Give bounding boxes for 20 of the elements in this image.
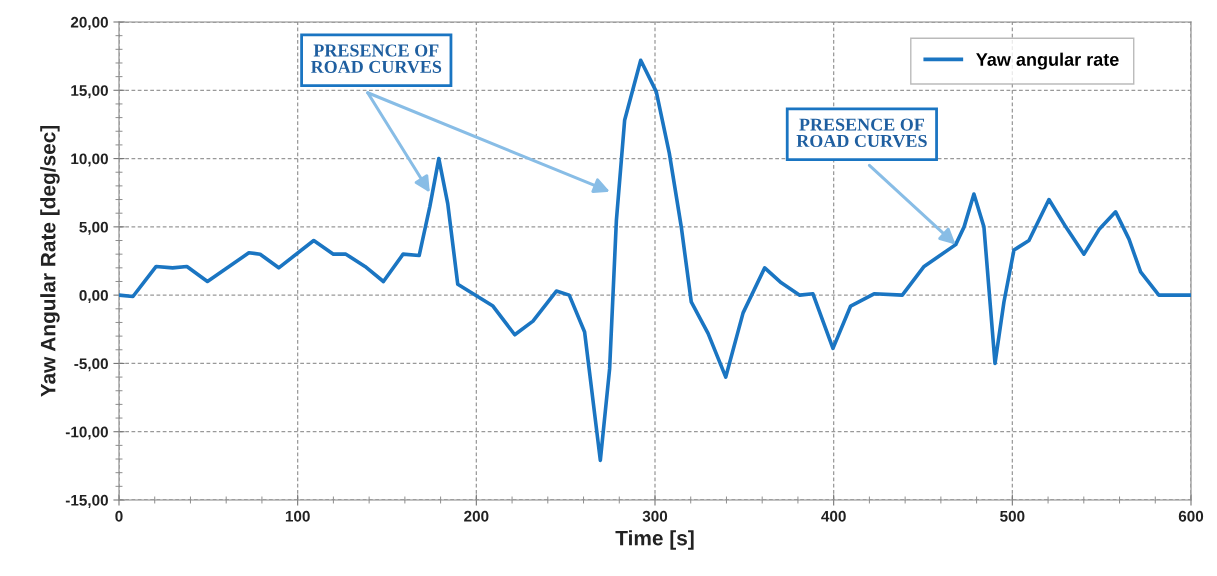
x-tick-label: 100 — [285, 510, 310, 522]
y-axis-title: Yaw Angular Rate [deg/sec] — [40, 125, 60, 397]
legend-label: Yaw angular rate — [976, 52, 1119, 70]
y-tick-label: 15,00 — [71, 85, 108, 99]
x-tick-label: 200 — [464, 510, 489, 522]
x-axis-title: Time [s] — [615, 530, 694, 550]
x-tick-label: 500 — [1000, 510, 1025, 522]
x-tick-label: 600 — [1178, 510, 1204, 522]
annotation: PRESENCE OF ROAD CURVES — [796, 118, 927, 148]
annotation: PRESENCE OF ROAD CURVES — [310, 44, 442, 74]
x-tick-label: 400 — [821, 510, 846, 522]
y-tick-label: 0,00 — [79, 290, 108, 304]
x-tick-label: 300 — [642, 510, 668, 522]
y-tick-label: 5,00 — [79, 221, 108, 235]
y-tick-label: -15,00 — [65, 494, 108, 508]
y-tick-label: 10,00 — [71, 153, 108, 167]
y-tick-label: 20,00 — [70, 16, 108, 30]
y-tick-label: -5,00 — [74, 358, 108, 372]
y-tick-label: -10,00 — [65, 426, 108, 440]
x-tick-label: 0 — [115, 510, 123, 522]
